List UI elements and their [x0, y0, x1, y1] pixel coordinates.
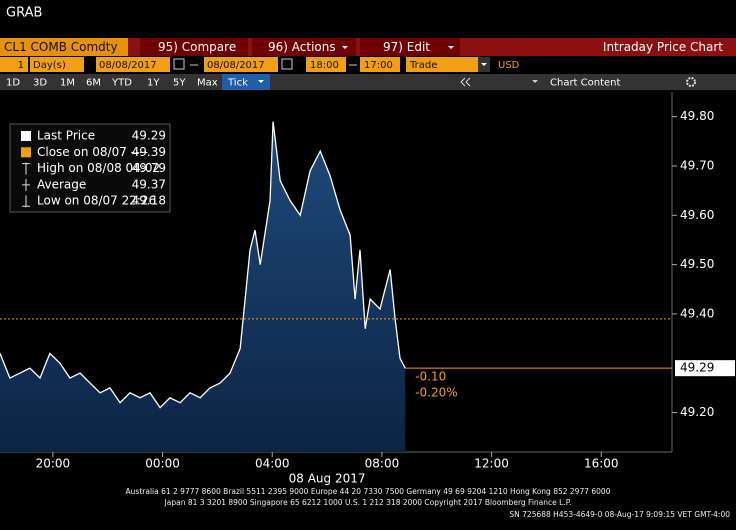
period-count[interactable]: 1 — [18, 60, 24, 71]
price-line — [0, 121, 406, 409]
y-tick-label: 49.70 — [680, 158, 714, 172]
edit[interactable]: 97) Edit — [383, 40, 430, 54]
compare[interactable]: 95) Compare — [158, 40, 236, 54]
security-input[interactable] — [0, 38, 128, 56]
period-unit[interactable]: Day(s) — [33, 60, 66, 71]
start-date[interactable]: 08/08/2017 — [99, 60, 157, 71]
dropdown-arrow[interactable] — [532, 80, 538, 83]
range-button[interactable]: 1Y — [147, 78, 160, 89]
end-time[interactable]: 17:00 — [364, 60, 393, 71]
security[interactable]: CL1 COMB Comdty — [4, 40, 118, 54]
legend-swatch — [21, 131, 31, 141]
dropdown-arrow — [448, 46, 454, 49]
range-button[interactable]: 1M — [60, 78, 75, 89]
change-percent: -0.20% — [415, 386, 457, 400]
period-unit-input[interactable] — [30, 57, 84, 72]
range-button[interactable]: 6M — [86, 78, 101, 89]
last-price-tag — [675, 360, 735, 377]
x-tick-label: 16:00 — [584, 457, 619, 471]
legend-value: 49.18 — [132, 194, 166, 208]
compare-button[interactable] — [140, 38, 248, 56]
start-date-input[interactable] — [96, 57, 170, 72]
currency: USD — [498, 60, 520, 71]
end-date[interactable]: 08/08/2017 — [207, 60, 265, 71]
legend-glyph — [22, 162, 30, 175]
y-tick-label: 49.80 — [680, 109, 714, 123]
y-tick-label: 49.50 — [680, 257, 714, 271]
actions[interactable]: 96) Actions — [268, 40, 336, 54]
start-time-input[interactable] — [306, 57, 346, 72]
x-tick-label: 00:00 — [145, 457, 180, 471]
y-tick-label: 49.40 — [680, 306, 714, 320]
edit-button[interactable] — [360, 38, 460, 56]
dropdown-arrow — [342, 46, 348, 49]
legend-value: 49.29 — [132, 129, 166, 143]
field[interactable]: Trade — [409, 60, 437, 71]
range-button[interactable]: 5Y — [173, 78, 186, 89]
end-date-input[interactable] — [204, 57, 278, 72]
start-time[interactable]: 18:00 — [310, 60, 339, 71]
y-tick-label: 49.60 — [680, 208, 714, 222]
legend-label: Average — [37, 177, 86, 191]
dropdown-arrow — [258, 80, 264, 83]
range-bar — [0, 74, 736, 90]
range-button[interactable]: 1D — [6, 78, 20, 89]
actions-button[interactable] — [252, 38, 356, 56]
legend-label: High on 08/08 04:02 — [37, 161, 160, 175]
footer-line: Australia 61 2 9777 8600 Brazil 5511 239… — [126, 487, 611, 496]
x-tick-label: 08:00 — [365, 457, 400, 471]
legend-glyph — [22, 178, 30, 191]
range-button[interactable]: YTD — [111, 78, 132, 89]
x-tick-label: 12:00 — [474, 457, 509, 471]
range-buttons: 1D 3D 1M 6M YTD 1Y 5Y Max Tick — [6, 78, 248, 89]
page-title: Intraday Price Chart — [603, 40, 723, 54]
legend-label: Close on 08/07 ---- — [37, 145, 148, 159]
x-date-label: 08 Aug 2017 — [289, 472, 366, 486]
settings-icon[interactable] — [686, 77, 696, 87]
range-button[interactable]: Max — [197, 78, 218, 89]
field-select[interactable] — [406, 57, 490, 72]
legend-value: 49.39 — [132, 145, 166, 159]
end-time-input[interactable] — [360, 57, 400, 72]
footer-line: SN 725688 H453-4649-0 08-Aug-17 9:09:15 … — [509, 510, 730, 519]
range-button[interactable]: 3D — [33, 78, 47, 89]
change: -0.10 — [415, 370, 446, 384]
chart: -0.10 -0.20% 49.20 49.40 49.50 49.60 49.70 49.8… — [0, 92, 735, 486]
legend-label: Low on 08/07 22:26 — [37, 194, 156, 208]
active-button[interactable] — [222, 74, 270, 90]
y-tick-label: 49.20 — [680, 405, 714, 419]
legend-glyph — [22, 195, 30, 208]
period-count-input[interactable] — [0, 57, 28, 72]
legend — [9, 123, 171, 213]
x-tick-label: 04:00 — [255, 457, 290, 471]
legend-items: Last Price 49.29 Close on 08/07 ----49.39 H… — [21, 129, 166, 208]
legend-label: Last Price — [37, 129, 95, 143]
legend-value: 49.79 — [132, 161, 166, 175]
range-button[interactable]: Tick — [227, 78, 248, 89]
calendar-icon[interactable] — [281, 58, 293, 70]
legend-value: 49.37 — [132, 177, 166, 191]
window-title: GRAB — [6, 6, 42, 21]
price-area — [0, 121, 406, 452]
collapse-icon[interactable] — [460, 77, 471, 87]
chart-content[interactable]: Chart Content — [550, 78, 621, 89]
x-tick-label: 20:00 — [36, 457, 71, 471]
last-price-tag-label: 49.29 — [680, 361, 714, 375]
footer-line: Japan 81 3 3201 8900 Singapore 65 6212 1… — [164, 498, 572, 507]
legend-swatch — [21, 147, 31, 158]
dropdown-arrow — [481, 63, 487, 66]
calendar-icon[interactable] — [173, 58, 185, 70]
